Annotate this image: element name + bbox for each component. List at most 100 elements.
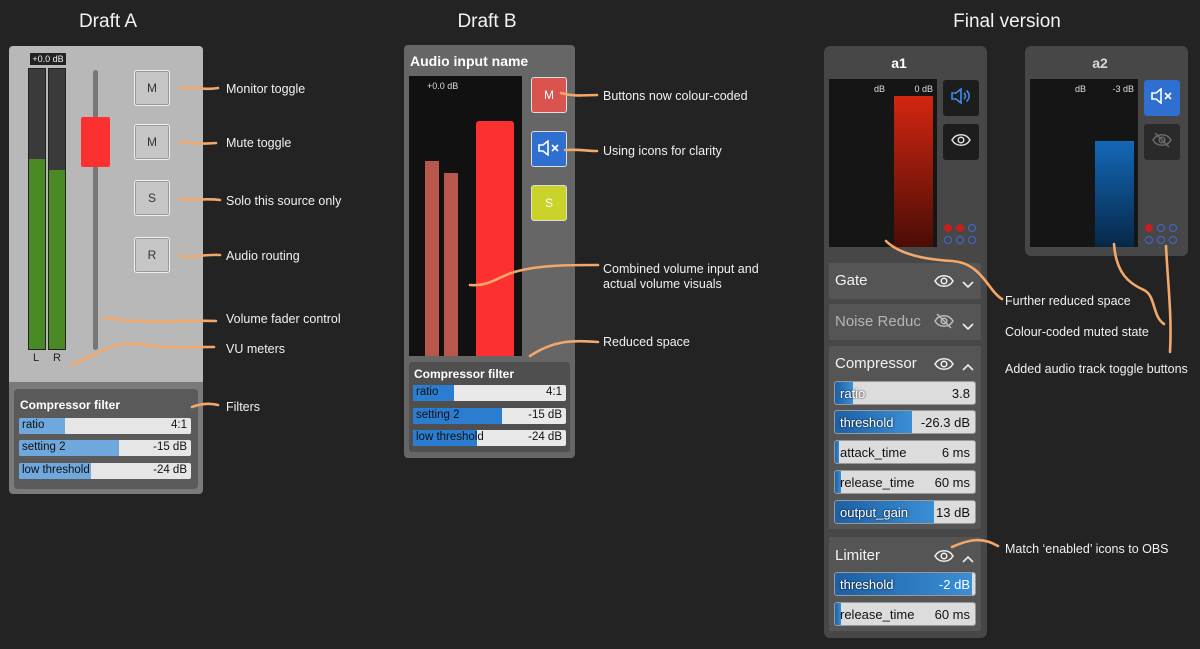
a2-monitor-button[interactable] <box>1144 124 1180 160</box>
speaker-icon <box>951 86 971 109</box>
noise-reduction-filter-section[interactable] <box>829 304 981 340</box>
draft-b-volume-meter[interactable]: +0.0 dB <box>409 76 522 356</box>
vu-meter-right <box>48 68 66 350</box>
slider-fill <box>19 440 119 456</box>
limiter-title: Limiter <box>835 547 881 564</box>
slider-fill <box>835 382 854 404</box>
annotation-track-toggles: Added audio track toggle buttons <box>1005 362 1188 376</box>
row-label: output_gain <box>840 505 908 520</box>
annotation-monitor-toggle: Monitor toggle <box>226 82 306 96</box>
chevron-up-icon[interactable] <box>962 550 974 568</box>
track-toggle[interactable] <box>1145 224 1153 232</box>
annotation-audio-routing: Audio routing <box>226 249 300 263</box>
a1-track-toggles[interactable] <box>944 224 982 246</box>
draft-a-filter-row[interactable]: setting 2 -15 dB <box>19 440 191 456</box>
a1-mute-button[interactable] <box>943 80 979 116</box>
slider-fill <box>19 463 92 479</box>
draft-b-heading: Draft B <box>457 11 517 32</box>
noise-reduction-title: Noise Reduc <box>835 313 921 330</box>
row-label: release_time <box>840 475 915 490</box>
row-label: ratio <box>416 386 439 398</box>
slider-fill <box>19 418 66 434</box>
compressor-param-row[interactable]: ratio 3.8 <box>834 381 976 405</box>
row-label: threshold <box>840 415 894 430</box>
track-toggle[interactable] <box>968 236 976 244</box>
draft-b-filter-title: Compressor filter <box>414 367 515 381</box>
volume-input-bar[interactable] <box>476 121 514 356</box>
track-toggle[interactable] <box>1145 236 1153 244</box>
draft-a-filter-row[interactable]: low threshold -24 dB <box>19 463 191 479</box>
a1-volume-meter[interactable]: dB 0 dB <box>829 79 937 247</box>
row-value: 6 ms <box>941 445 970 460</box>
a2-mute-button-muted[interactable] <box>1144 80 1180 116</box>
eye-slash-icon <box>1152 131 1172 153</box>
annotation-vu-meters: VU meters <box>226 342 286 356</box>
track-toggle[interactable] <box>956 224 964 232</box>
a1-volume-bar[interactable] <box>894 96 933 247</box>
vu-meter-left-level <box>29 158 45 349</box>
a2-title: a2 <box>1092 55 1108 71</box>
draft-b-filter-row[interactable]: setting 2 -15 dB <box>413 408 566 424</box>
track-toggle[interactable] <box>1169 224 1177 232</box>
row-label: low threshold <box>22 464 90 476</box>
a2-volume-meter[interactable]: dB -3 dB <box>1030 79 1138 247</box>
monitor-toggle-button[interactable]: M <box>134 70 170 106</box>
solo-button[interactable]: S <box>134 180 170 216</box>
row-label: ratio <box>840 386 866 401</box>
limiter-param-row[interactable]: release_time 60 ms <box>834 602 976 626</box>
row-label: attack_time <box>840 445 907 460</box>
chevron-up-icon[interactable] <box>962 358 974 376</box>
slider-fill <box>835 441 840 463</box>
annotation-solo: Solo this source only <box>226 194 342 208</box>
a2-volume-bar[interactable] <box>1095 141 1134 247</box>
compressor-param-row[interactable]: release_time 60 ms <box>834 470 976 494</box>
track-toggle[interactable] <box>944 224 952 232</box>
eye-icon[interactable] <box>934 274 954 293</box>
track-toggle[interactable] <box>968 224 976 232</box>
track-toggle[interactable] <box>944 236 952 244</box>
connector-line <box>1112 242 1166 326</box>
row-label: low threshold <box>416 431 484 443</box>
chevron-down-icon[interactable] <box>962 318 974 336</box>
row-value: 60 ms <box>934 607 970 622</box>
slider-fill <box>835 501 935 523</box>
solo-button-colored[interactable]: S <box>531 185 567 221</box>
a1-monitor-button[interactable] <box>943 124 979 160</box>
draft-b-filter-row[interactable]: ratio 4:1 <box>413 385 566 401</box>
row-value: -24 dB <box>528 431 562 443</box>
track-toggle[interactable] <box>1157 224 1165 232</box>
compressor-param-row[interactable]: output_gain 13 dB <box>834 500 976 524</box>
eye-slash-icon[interactable] <box>934 313 954 334</box>
eye-icon[interactable] <box>934 357 954 376</box>
draft-b-filter-row[interactable]: low threshold -24 dB <box>413 430 566 446</box>
draft-a-db-label: +0.0 dB <box>30 53 66 65</box>
track-toggle[interactable] <box>1169 236 1177 244</box>
annotation-mute-toggle: Mute toggle <box>226 136 292 150</box>
eye-icon <box>951 133 971 152</box>
compressor-param-row[interactable]: threshold -26.3 dB <box>834 410 976 434</box>
track-toggle[interactable] <box>956 236 964 244</box>
audio-routing-button[interactable]: R <box>134 237 170 273</box>
volume-fader-handle[interactable] <box>81 117 110 167</box>
row-value: -15 dB <box>153 441 187 453</box>
a2-track-toggles[interactable] <box>1145 224 1183 246</box>
eye-icon[interactable] <box>934 549 954 568</box>
limiter-param-row[interactable]: threshold -2 dB <box>834 572 976 596</box>
row-label: threshold <box>840 577 894 592</box>
mute-toggle-button[interactable]: M <box>134 124 170 160</box>
vu-meter-left <box>28 68 46 350</box>
vu-meter-right-label: R <box>53 352 61 364</box>
row-value: -15 dB <box>528 409 562 421</box>
compressor-param-row[interactable]: attack_time 6 ms <box>834 440 976 464</box>
annotation-muted-state: Colour-coded muted state <box>1005 325 1149 339</box>
mute-button-icon[interactable] <box>531 131 567 167</box>
gate-title: Gate <box>835 272 868 289</box>
chevron-down-icon[interactable] <box>962 276 974 294</box>
vu-meter-right-level <box>49 169 65 349</box>
a1-db-value: 0 dB <box>914 84 933 94</box>
draft-a-filter-row[interactable]: ratio 4:1 <box>19 418 191 434</box>
row-label: release_time <box>840 607 915 622</box>
monitor-button-colored[interactable]: M <box>531 77 567 113</box>
volume-fader-track[interactable] <box>93 70 98 350</box>
track-toggle[interactable] <box>1157 236 1165 244</box>
